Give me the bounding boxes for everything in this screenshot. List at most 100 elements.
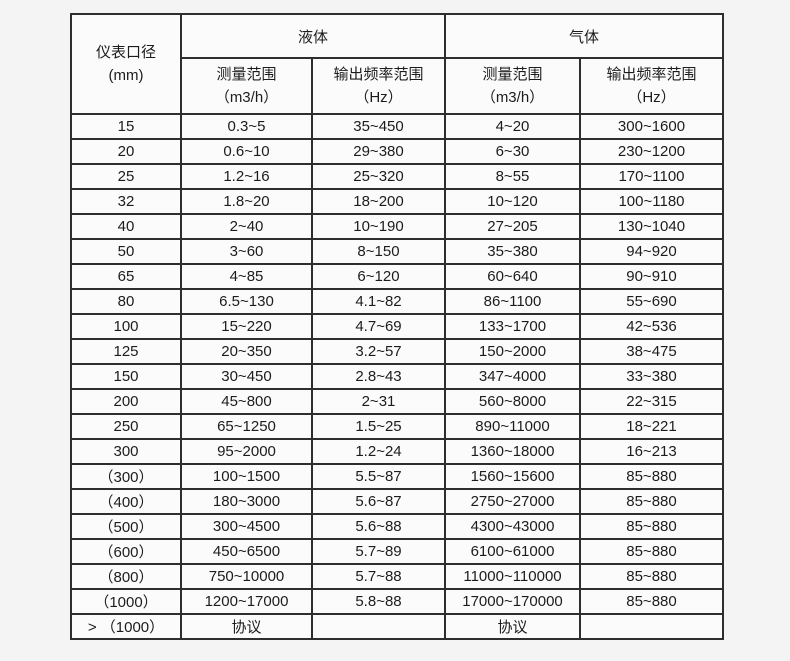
liquid-measure-range-cell: 1.2~16 xyxy=(180,163,313,190)
gas-frequency-range-cell: 38~475 xyxy=(579,338,724,365)
diameter-cell: 40 xyxy=(70,213,182,240)
liquid-measure-range-cell: 65~1250 xyxy=(180,413,313,440)
diameter-cell: 125 xyxy=(70,338,182,365)
diameter-cell: > （1000） xyxy=(70,613,182,640)
diameter-cell: 20 xyxy=(70,138,182,165)
column-title: 输出频率范围 xyxy=(606,65,697,83)
table-row: （300） 100~1500 5.5~87 1560~15600 85~880 xyxy=(70,463,724,490)
table-header: 仪表口径 (mm) 液体 气体 测量范围 （m3/h） 输出频率范围 （Hz） … xyxy=(70,13,724,115)
table-row: 100 15~220 4.7~69 133~1700 42~536 xyxy=(70,313,724,340)
diameter-cell: （800） xyxy=(70,563,182,590)
diameter-cell: （500） xyxy=(70,513,182,540)
gas-frequency-range-cell: 18~221 xyxy=(579,413,724,440)
table-row: 80 6.5~130 4.1~82 86~1100 55~690 xyxy=(70,288,724,315)
liquid-frequency-range-cell: 4.7~69 xyxy=(311,313,446,340)
gas-frequency-range-cell: 300~1600 xyxy=(579,113,724,140)
gas-measure-range-cell: 10~120 xyxy=(444,188,581,215)
table-row: > （1000） 协议 协议 xyxy=(70,613,724,640)
liquid-frequency-range-cell: 4.1~82 xyxy=(311,288,446,315)
liquid-measure-range-cell: 6.5~130 xyxy=(180,288,313,315)
diameter-unit: (mm) xyxy=(108,67,144,84)
liquid-frequency-range-cell: 5.8~88 xyxy=(311,588,446,615)
gas-frequency-range-cell: 85~880 xyxy=(579,463,724,490)
liquid-measure-range-cell: 15~220 xyxy=(180,313,313,340)
liquid-measure-range-cell: 1200~17000 xyxy=(180,588,313,615)
liquid-measure-range-header: 测量范围 （m3/h） xyxy=(180,57,313,115)
liquid-measure-range-cell: 1.8~20 xyxy=(180,188,313,215)
table-row: 125 20~350 3.2~57 150~2000 38~475 xyxy=(70,338,724,365)
gas-measure-range-cell: 4~20 xyxy=(444,113,581,140)
liquid-measure-range-cell: 2~40 xyxy=(180,213,313,240)
gas-frequency-range-cell: 90~910 xyxy=(579,263,724,290)
diameter-cell: （400） xyxy=(70,488,182,515)
liquid-measure-range-cell: 20~350 xyxy=(180,338,313,365)
liquid-frequency-range-cell: 35~450 xyxy=(311,113,446,140)
gas-frequency-range-cell: 42~536 xyxy=(579,313,724,340)
liquid-measure-range-cell: 95~2000 xyxy=(180,438,313,465)
gas-measure-range-cell: 890~11000 xyxy=(444,413,581,440)
liquid-frequency-range-header: 输出频率范围 （Hz） xyxy=(311,57,446,115)
liquid-measure-range-cell: 180~3000 xyxy=(180,488,313,515)
table-row: （400） 180~3000 5.6~87 2750~27000 85~880 xyxy=(70,488,724,515)
gas-frequency-range-cell: 85~880 xyxy=(579,513,724,540)
gas-measure-range-cell: 150~2000 xyxy=(444,338,581,365)
diameter-cell: （300） xyxy=(70,463,182,490)
table-row: （1000） 1200~17000 5.8~88 17000~170000 85~880 xyxy=(70,588,724,615)
gas-measure-range-cell: 133~1700 xyxy=(444,313,581,340)
liquid-frequency-range-cell xyxy=(311,613,446,640)
diameter-cell: 200 xyxy=(70,388,182,415)
liquid-frequency-range-cell: 2~31 xyxy=(311,388,446,415)
liquid-measure-range-cell: 协议 xyxy=(180,613,313,640)
diameter-cell: （600） xyxy=(70,538,182,565)
table-row: 65 4~85 6~120 60~640 90~910 xyxy=(70,263,724,290)
table-row: （800） 750~10000 5.7~88 11000~110000 85~880 xyxy=(70,563,724,590)
liquid-frequency-range-cell: 5.7~88 xyxy=(311,563,446,590)
gas-frequency-range-cell: 100~1180 xyxy=(579,188,724,215)
liquid-measure-range-cell: 750~10000 xyxy=(180,563,313,590)
gas-measure-range-cell: 2750~27000 xyxy=(444,488,581,515)
header-row-groups: 仪表口径 (mm) 液体 气体 xyxy=(70,13,724,115)
liquid-measure-range-cell: 300~4500 xyxy=(180,513,313,540)
gas-frequency-range-cell: 55~690 xyxy=(579,288,724,315)
table-row: 15 0.3~5 35~450 4~20 300~1600 xyxy=(70,113,724,140)
diameter-cell: 300 xyxy=(70,438,182,465)
liquid-frequency-range-cell: 18~200 xyxy=(311,188,446,215)
gas-measure-range-cell: 4300~43000 xyxy=(444,513,581,540)
gas-measure-range-cell: 27~205 xyxy=(444,213,581,240)
liquid-frequency-range-cell: 5.6~88 xyxy=(311,513,446,540)
gas-frequency-range-cell: 85~880 xyxy=(579,588,724,615)
diameter-cell: 150 xyxy=(70,363,182,390)
liquid-measure-range-cell: 450~6500 xyxy=(180,538,313,565)
gas-frequency-range-cell: 16~213 xyxy=(579,438,724,465)
gas-frequency-range-cell: 85~880 xyxy=(579,538,724,565)
liquid-frequency-range-cell: 3.2~57 xyxy=(311,338,446,365)
diameter-cell: 100 xyxy=(70,313,182,340)
liquid-measure-range-cell: 100~1500 xyxy=(180,463,313,490)
liquid-frequency-range-cell: 5.7~89 xyxy=(311,538,446,565)
diameter-cell: 250 xyxy=(70,413,182,440)
liquid-frequency-range-cell: 5.5~87 xyxy=(311,463,446,490)
gas-frequency-range-cell: 94~920 xyxy=(579,238,724,265)
gas-group-header: 气体 xyxy=(444,13,724,59)
gas-measure-range-cell: 协议 xyxy=(444,613,581,640)
gas-measure-range-cell: 560~8000 xyxy=(444,388,581,415)
liquid-group-header: 液体 xyxy=(180,13,446,59)
liquid-frequency-range-cell: 10~190 xyxy=(311,213,446,240)
gas-measure-range-cell: 347~4000 xyxy=(444,363,581,390)
table-row: 250 65~1250 1.5~25 890~11000 18~221 xyxy=(70,413,724,440)
gas-measure-range-cell: 60~640 xyxy=(444,263,581,290)
gas-measure-range-cell: 8~55 xyxy=(444,163,581,190)
diameter-label: 仪表口径 xyxy=(95,43,156,61)
table-row: 40 2~40 10~190 27~205 130~1040 xyxy=(70,213,724,240)
table-row: 150 30~450 2.8~43 347~4000 33~380 xyxy=(70,363,724,390)
gas-measure-range-cell: 1360~18000 xyxy=(444,438,581,465)
diameter-cell: 80 xyxy=(70,288,182,315)
table-row: 25 1.2~16 25~320 8~55 170~1100 xyxy=(70,163,724,190)
liquid-frequency-range-cell: 1.5~25 xyxy=(311,413,446,440)
table-row: 300 95~2000 1.2~24 1360~18000 16~213 xyxy=(70,438,724,465)
column-title: 测量范围 xyxy=(482,65,543,83)
gas-measure-range-header: 测量范围 （m3/h） xyxy=(444,57,581,115)
liquid-measure-range-cell: 3~60 xyxy=(180,238,313,265)
gas-measure-range-cell: 86~1100 xyxy=(444,288,581,315)
